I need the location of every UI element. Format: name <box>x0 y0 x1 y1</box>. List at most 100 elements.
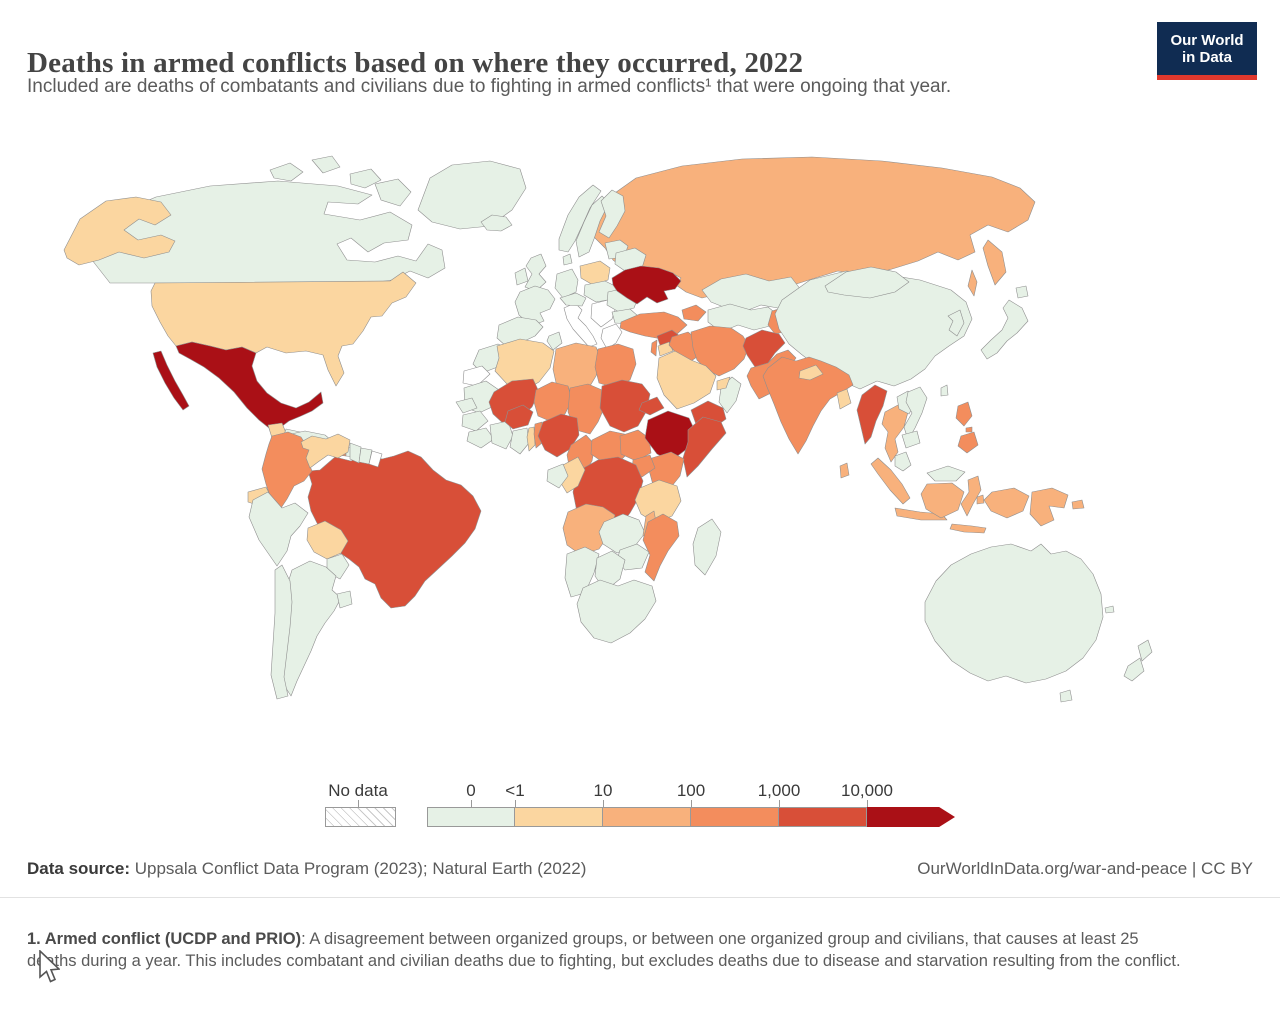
country-russia-sakhalin[interactable] <box>967 269 978 297</box>
country-guinea[interactable] <box>461 410 489 432</box>
country-indonesia-lesser-sunda[interactable] <box>949 523 987 534</box>
country-canada[interactable] <box>91 180 446 284</box>
country-ghana[interactable] <box>509 427 530 455</box>
country-eritrea[interactable] <box>638 396 665 416</box>
country-namibia[interactable] <box>564 546 600 598</box>
country-malaysia-borneo[interactable] <box>926 465 966 482</box>
country-tunisia[interactable] <box>546 331 563 351</box>
country-sierra-leone-liberia[interactable] <box>466 427 495 449</box>
country-peru[interactable] <box>248 491 309 567</box>
country-tanzania[interactable] <box>634 479 682 524</box>
country-malaysia[interactable] <box>894 451 912 472</box>
country-russia-kamchatka[interactable] <box>982 239 1007 286</box>
country-indonesia-sulawesi[interactable] <box>960 475 982 517</box>
country-new-caledonia[interactable] <box>1104 605 1115 614</box>
country-south-sudan[interactable] <box>619 429 652 462</box>
country-gabon[interactable] <box>546 463 569 489</box>
country-italy[interactable] <box>563 302 598 348</box>
country-canada[interactable] <box>269 162 304 182</box>
legend-bar[interactable] <box>427 807 955 827</box>
country-greece[interactable] <box>600 323 623 350</box>
country-korea[interactable] <box>947 309 965 337</box>
country-canada[interactable] <box>374 178 412 207</box>
country-uae[interactable] <box>716 376 731 391</box>
country-denmark[interactable] <box>562 253 573 266</box>
owid-logo[interactable]: Our World in Data <box>1157 22 1257 80</box>
country-switzerland-austria[interactable] <box>559 292 587 307</box>
country-nepal[interactable] <box>798 364 824 381</box>
country-mongolia[interactable] <box>824 266 910 299</box>
country-japan[interactable] <box>980 299 1029 360</box>
country-madagascar[interactable] <box>692 518 722 576</box>
country-greenland[interactable] <box>417 160 527 230</box>
country-poland[interactable] <box>579 260 611 286</box>
country-australia[interactable] <box>924 543 1104 684</box>
country-egypt[interactable] <box>594 343 637 389</box>
country-chile[interactable] <box>270 564 293 700</box>
country-uruguay[interactable] <box>336 590 353 609</box>
country-philippines-luzon[interactable] <box>955 401 973 427</box>
country-argentina[interactable] <box>281 560 342 697</box>
country-iceland[interactable] <box>480 214 513 232</box>
country-iran[interactable] <box>690 325 750 377</box>
country-venezuela[interactable] <box>300 433 351 469</box>
country-norway[interactable] <box>558 184 602 253</box>
country-senegal[interactable] <box>455 397 478 414</box>
country-japan-hokkaido[interactable] <box>1015 285 1029 299</box>
legend-tick-label: 1,000 <box>757 781 801 800</box>
country-papua-new-guinea[interactable] <box>1029 487 1069 527</box>
country-spain[interactable] <box>496 316 544 348</box>
country-philippines-mindanao[interactable] <box>957 431 979 454</box>
country-png-new-britain[interactable] <box>1071 499 1085 510</box>
country-sudan[interactable] <box>599 379 651 433</box>
country-western-sahara[interactable] <box>462 365 491 387</box>
country-myanmar[interactable] <box>856 384 888 445</box>
country-sri-lanka[interactable] <box>839 462 850 479</box>
legend-no-data-swatch[interactable] <box>325 807 396 827</box>
legend-tick-label: <1 <box>505 781 525 800</box>
country-indonesia-java[interactable] <box>894 507 948 521</box>
country-mozambique[interactable] <box>642 513 680 582</box>
country-australia-tasmania[interactable] <box>1059 689 1073 703</box>
country-ukraine[interactable] <box>611 265 682 305</box>
country-libya[interactable] <box>552 342 602 396</box>
country-niger[interactable] <box>533 381 573 423</box>
country-south-africa[interactable] <box>576 579 657 644</box>
country-french-guiana[interactable] <box>368 450 383 468</box>
country-bolivia[interactable] <box>306 520 349 560</box>
country-new-zealand-south[interactable] <box>1123 657 1145 682</box>
country-indonesia-kalimantan[interactable] <box>920 482 965 519</box>
legend-tick-mark <box>515 800 516 807</box>
country-mexico[interactable] <box>175 341 324 429</box>
country-algeria[interactable] <box>494 338 555 392</box>
country-ireland[interactable] <box>514 267 529 286</box>
country-canada[interactable] <box>311 155 341 174</box>
country-france[interactable] <box>514 285 556 327</box>
country-guyana[interactable] <box>349 442 362 464</box>
country-indonesia-papua[interactable] <box>983 487 1030 519</box>
country-finland[interactable] <box>598 189 626 239</box>
country-somalia[interactable] <box>682 416 727 478</box>
country-germany[interactable] <box>554 268 579 299</box>
country-india[interactable] <box>762 356 854 455</box>
country-china[interactable] <box>774 270 973 390</box>
country-togo[interactable] <box>526 426 536 452</box>
owid-link[interactable]: OurWorldInData.org/war-and-peace | CC BY <box>917 859 1253 878</box>
country-taiwan[interactable] <box>940 384 949 397</box>
country-indonesia-sumatra[interactable] <box>870 457 911 505</box>
country-uk[interactable] <box>524 253 547 292</box>
country-cambodia[interactable] <box>901 430 921 449</box>
country-indonesia-maluku[interactable] <box>976 494 985 505</box>
country-usa[interactable] <box>150 271 417 387</box>
country-afghanistan[interactable] <box>742 329 786 368</box>
country-israel-palestine[interactable] <box>650 339 658 357</box>
country-philippines-visayas[interactable] <box>965 426 973 433</box>
country-new-zealand-north[interactable] <box>1137 639 1153 662</box>
country-saudi-arabia[interactable] <box>656 350 717 410</box>
country-canada[interactable] <box>349 168 382 189</box>
country-caucasus[interactable] <box>681 304 707 322</box>
country-usa-alaska[interactable] <box>63 196 176 266</box>
country-burkina-faso[interactable] <box>504 404 534 430</box>
country-bangladesh[interactable] <box>836 388 852 410</box>
country-mexico-baja[interactable] <box>152 350 190 411</box>
